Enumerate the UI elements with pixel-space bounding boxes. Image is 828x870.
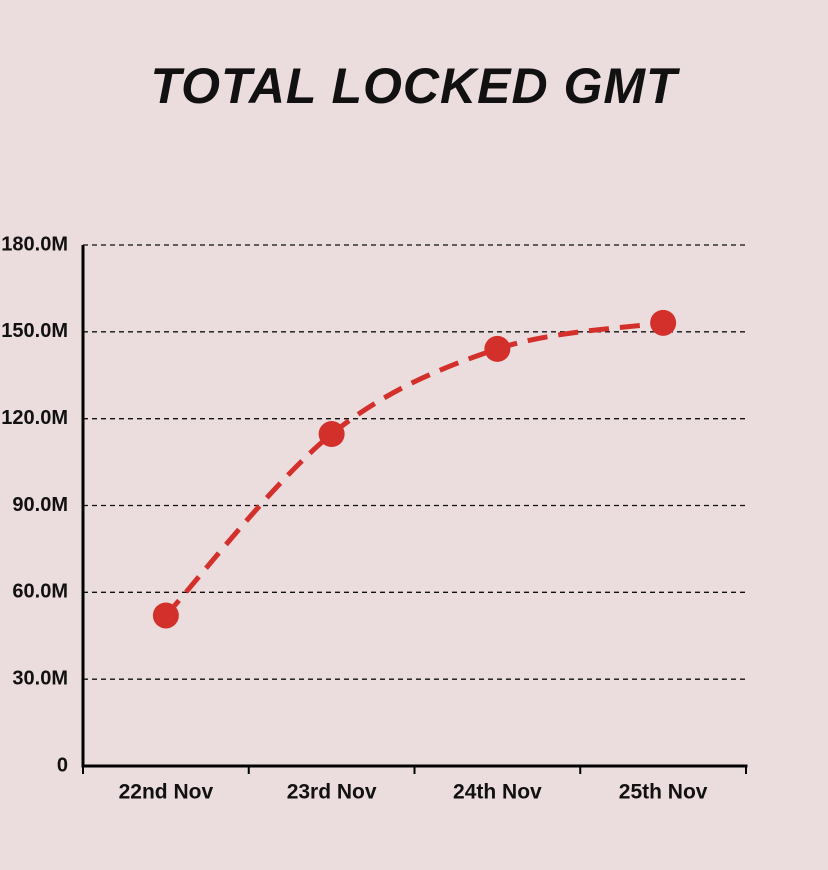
y-tick-label: 90.0M bbox=[12, 494, 68, 516]
point bbox=[650, 309, 677, 336]
chart-title: TOTAL LOCKED GMT bbox=[150, 58, 681, 114]
x-tick-label: 22nd Nov bbox=[119, 781, 214, 804]
point bbox=[484, 335, 511, 362]
y-tick-label: 180.0M bbox=[1, 233, 68, 255]
line bbox=[164, 320, 664, 618]
x-tick-label: 25th Nov bbox=[619, 781, 708, 804]
point bbox=[152, 602, 179, 629]
x-tick-label: 23rd Nov bbox=[287, 781, 377, 804]
y-tick-label: 120.0M bbox=[1, 407, 68, 429]
point bbox=[318, 421, 345, 448]
y-tick-label: 60.0M bbox=[12, 581, 68, 603]
y-tick-label: 150.0M bbox=[1, 320, 68, 342]
x-tick-label: 24th Nov bbox=[453, 781, 542, 804]
y-tick-label: 0 bbox=[57, 754, 68, 776]
y-tick-label: 30.0M bbox=[12, 667, 68, 689]
